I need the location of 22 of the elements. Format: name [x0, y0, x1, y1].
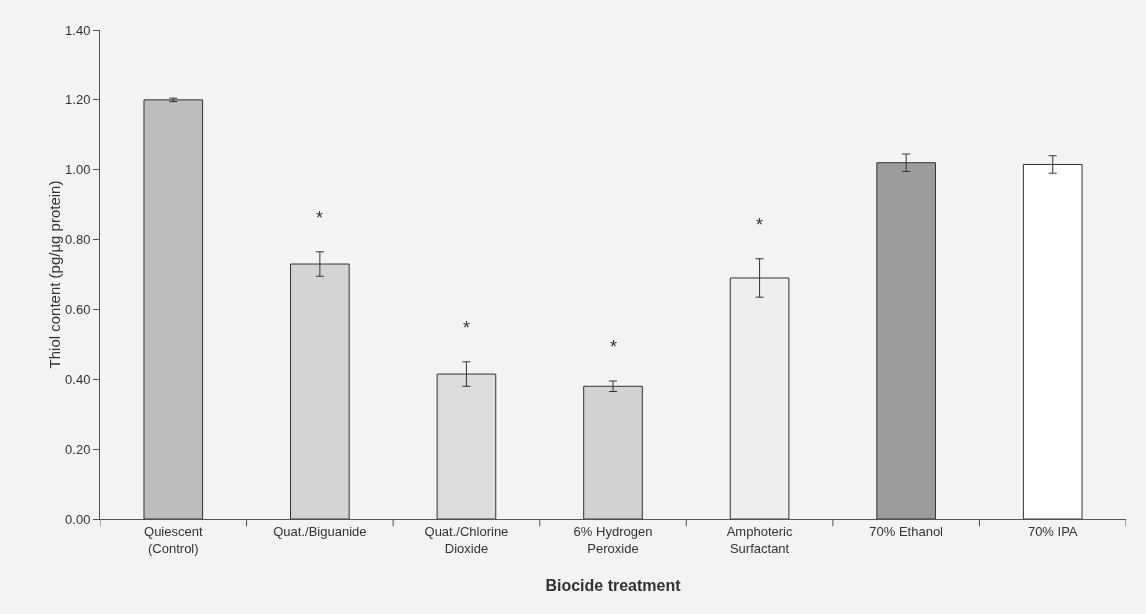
x-tick-label: Quat./Biguanide — [273, 523, 367, 539]
y-axis-title: Thiol content (pg/µg protein) — [46, 180, 63, 369]
bar — [143, 99, 204, 519]
x-tick-label: 70% IPA — [1027, 523, 1078, 539]
x-tick-label: 70% Ethanol — [869, 523, 944, 539]
annotation: * — [756, 215, 764, 235]
annotation: * — [610, 337, 618, 357]
annotation: * — [316, 208, 324, 228]
y-tick-label: 0.40 — [65, 371, 91, 387]
x-tick-label: 6% Hydrogen Peroxide — [573, 523, 653, 556]
y-tick-label: 1.00 — [65, 162, 91, 178]
x-axis-title: Biocide treatment — [545, 577, 682, 595]
y-tick-label: 0.00 — [65, 511, 91, 527]
y-tick-label: 1.40 — [65, 22, 91, 38]
y-tick-label: 0.20 — [65, 441, 91, 457]
x-tick-label: Amphoteric Surfactant — [726, 523, 793, 556]
y-tick-label: 0.60 — [65, 301, 91, 317]
y-tick-label: 0.80 — [65, 232, 91, 248]
annotation: * — [463, 318, 471, 338]
y-tick-label: 1.20 — [65, 92, 91, 108]
x-tick-label: Quiescent (Control) — [144, 523, 203, 556]
x-tick-label: Quat./Chlorine Dioxide — [424, 523, 509, 556]
